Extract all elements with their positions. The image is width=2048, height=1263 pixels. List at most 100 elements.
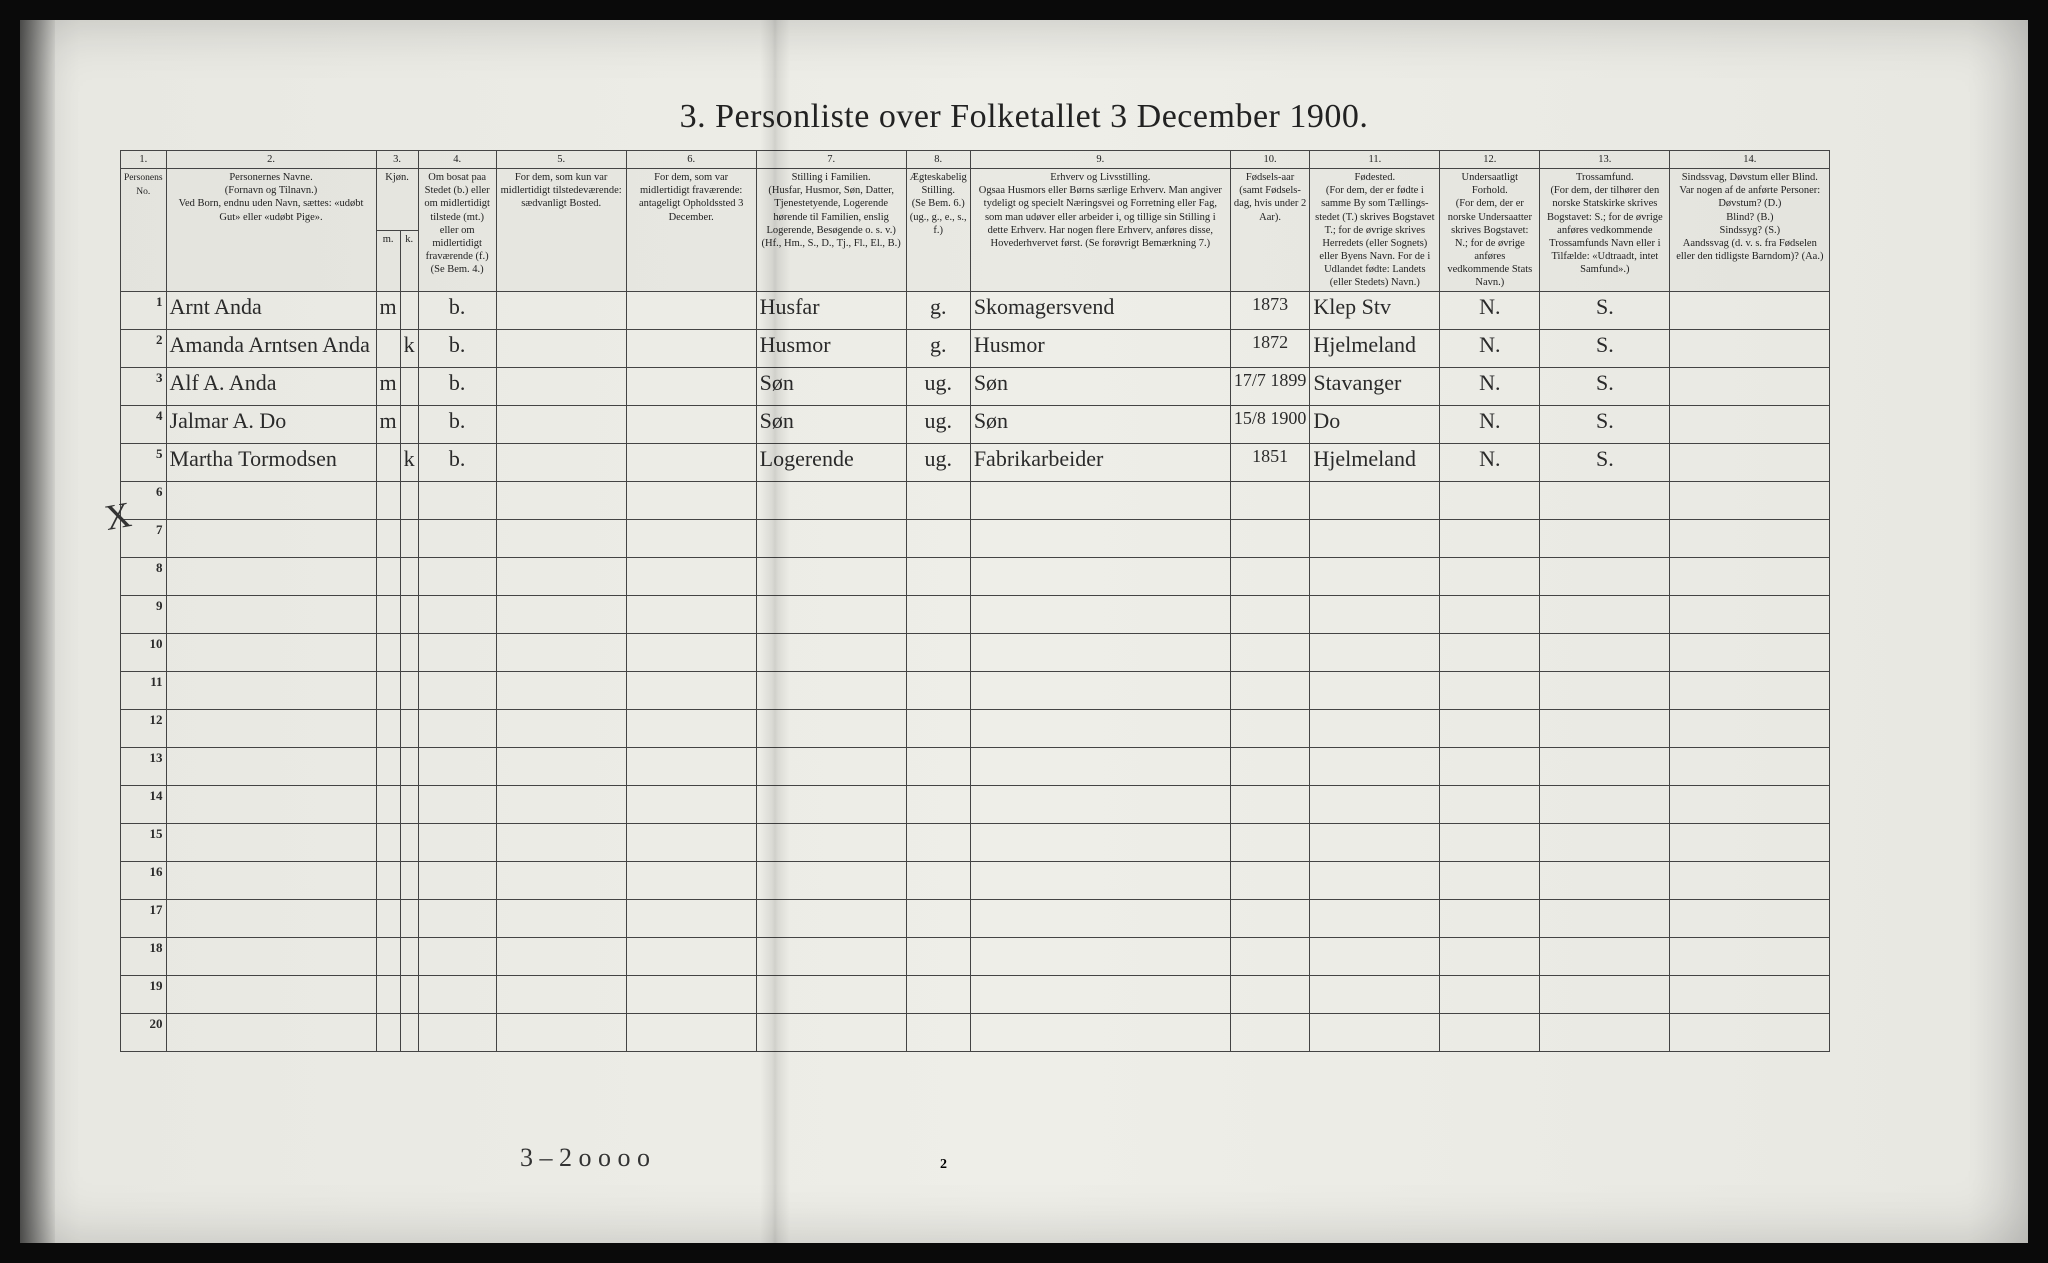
colnum-8: 8. — [906, 151, 970, 169]
cell-religion — [1540, 482, 1670, 520]
table-row: 17 — [121, 900, 1830, 938]
cell-residence — [418, 900, 496, 938]
cell-residence: b. — [418, 444, 496, 482]
cell-family-pos — [756, 976, 906, 1014]
cell-religion — [1540, 1014, 1670, 1052]
cell-temp-present — [496, 558, 626, 596]
colnum-3: 3. — [376, 151, 418, 169]
cell-residence — [418, 862, 496, 900]
row-number: 2 — [121, 330, 167, 368]
cell-residence — [418, 634, 496, 672]
cell-family-pos — [756, 748, 906, 786]
cell-religion — [1540, 824, 1670, 862]
cell-birthplace: Hjelmeland — [1310, 444, 1440, 482]
cell-marital — [906, 862, 970, 900]
colnum-7: 7. — [756, 151, 906, 169]
cell-sex-m — [376, 824, 400, 862]
cell-birthplace — [1310, 976, 1440, 1014]
cell-name — [166, 710, 376, 748]
cell-sex-m — [376, 748, 400, 786]
cell-residence: b. — [418, 368, 496, 406]
cell-temp-absent — [626, 786, 756, 824]
cell-religion — [1540, 520, 1670, 558]
cell-temp-present — [496, 596, 626, 634]
cell-marital — [906, 938, 970, 976]
cell-temp-absent — [626, 938, 756, 976]
cell-name: Amanda Arntsen Anda — [166, 330, 376, 368]
cell-family-pos — [756, 634, 906, 672]
cell-sex-m — [376, 786, 400, 824]
cell-nationality — [1440, 1014, 1540, 1052]
cell-residence — [418, 1014, 496, 1052]
cell-religion — [1540, 672, 1670, 710]
cell-religion — [1540, 748, 1670, 786]
cell-temp-absent — [626, 976, 756, 1014]
cell-occupation: Skomagersvend — [970, 292, 1230, 330]
table-row: 4Jalmar A. Domb.Sønug.Søn15/8 1900DoN.S. — [121, 406, 1830, 444]
cell-birthyear — [1230, 672, 1310, 710]
cell-residence — [418, 558, 496, 596]
cell-occupation — [970, 520, 1230, 558]
cell-nationality — [1440, 520, 1540, 558]
cell-temp-present — [496, 330, 626, 368]
cell-disability — [1670, 900, 1830, 938]
cell-disability — [1670, 710, 1830, 748]
cell-temp-present — [496, 672, 626, 710]
cell-birthplace — [1310, 900, 1440, 938]
census-table: 1. 2. 3. 4. 5. 6. 7. 8. 9. 10. 11. 12. 1… — [120, 150, 1830, 1052]
cell-sex-m — [376, 710, 400, 748]
head-sex-m: m. — [376, 230, 400, 292]
cell-marital — [906, 596, 970, 634]
cell-marital — [906, 482, 970, 520]
cell-temp-absent — [626, 330, 756, 368]
cell-family-pos — [756, 824, 906, 862]
head-disability: Sindssvag, Døvstum eller Blind. Var noge… — [1670, 169, 1830, 292]
head-birthyear: Fødsels-aar (samt Fødsels-dag, hvis unde… — [1230, 169, 1310, 292]
cell-religion — [1540, 634, 1670, 672]
cell-birthplace — [1310, 482, 1440, 520]
cell-occupation — [970, 900, 1230, 938]
head-sex: Kjøn. — [376, 169, 418, 231]
table-row: 8 — [121, 558, 1830, 596]
cell-occupation — [970, 558, 1230, 596]
cell-nationality — [1440, 482, 1540, 520]
table-row: 9 — [121, 596, 1830, 634]
cell-nationality — [1440, 710, 1540, 748]
cell-sex-k — [400, 482, 418, 520]
cell-occupation: Søn — [970, 406, 1230, 444]
cell-temp-absent — [626, 900, 756, 938]
cell-temp-present — [496, 482, 626, 520]
cell-temp-present — [496, 292, 626, 330]
cell-sex-k — [400, 558, 418, 596]
cell-name — [166, 938, 376, 976]
cell-occupation: Fabrikarbeider — [970, 444, 1230, 482]
table-row: 6 — [121, 482, 1830, 520]
footer-page-number: 2 — [940, 1157, 947, 1173]
cell-family-pos: Husmor — [756, 330, 906, 368]
cell-temp-absent — [626, 672, 756, 710]
table-row: 2Amanda Arntsen Andakb.Husmorg.Husmor187… — [121, 330, 1830, 368]
cell-residence — [418, 786, 496, 824]
cell-sex-k — [400, 520, 418, 558]
cell-temp-present — [496, 748, 626, 786]
cell-nationality — [1440, 558, 1540, 596]
cell-temp-present — [496, 444, 626, 482]
cell-name: Jalmar A. Do — [166, 406, 376, 444]
head-temp-absent: For dem, som var midlertidigt fraværende… — [626, 169, 756, 292]
cell-family-pos: Søn — [756, 406, 906, 444]
cell-disability — [1670, 748, 1830, 786]
cell-temp-absent — [626, 406, 756, 444]
cell-disability — [1670, 596, 1830, 634]
cell-religion: S. — [1540, 406, 1670, 444]
cell-birthyear — [1230, 976, 1310, 1014]
row-number: 1 — [121, 292, 167, 330]
cell-temp-present — [496, 786, 626, 824]
cell-occupation — [970, 824, 1230, 862]
cell-disability — [1670, 862, 1830, 900]
cell-marital: g. — [906, 330, 970, 368]
row-number: 3 — [121, 368, 167, 406]
colnum-10: 10. — [1230, 151, 1310, 169]
cell-occupation — [970, 672, 1230, 710]
cell-nationality: N. — [1440, 368, 1540, 406]
cell-family-pos — [756, 862, 906, 900]
